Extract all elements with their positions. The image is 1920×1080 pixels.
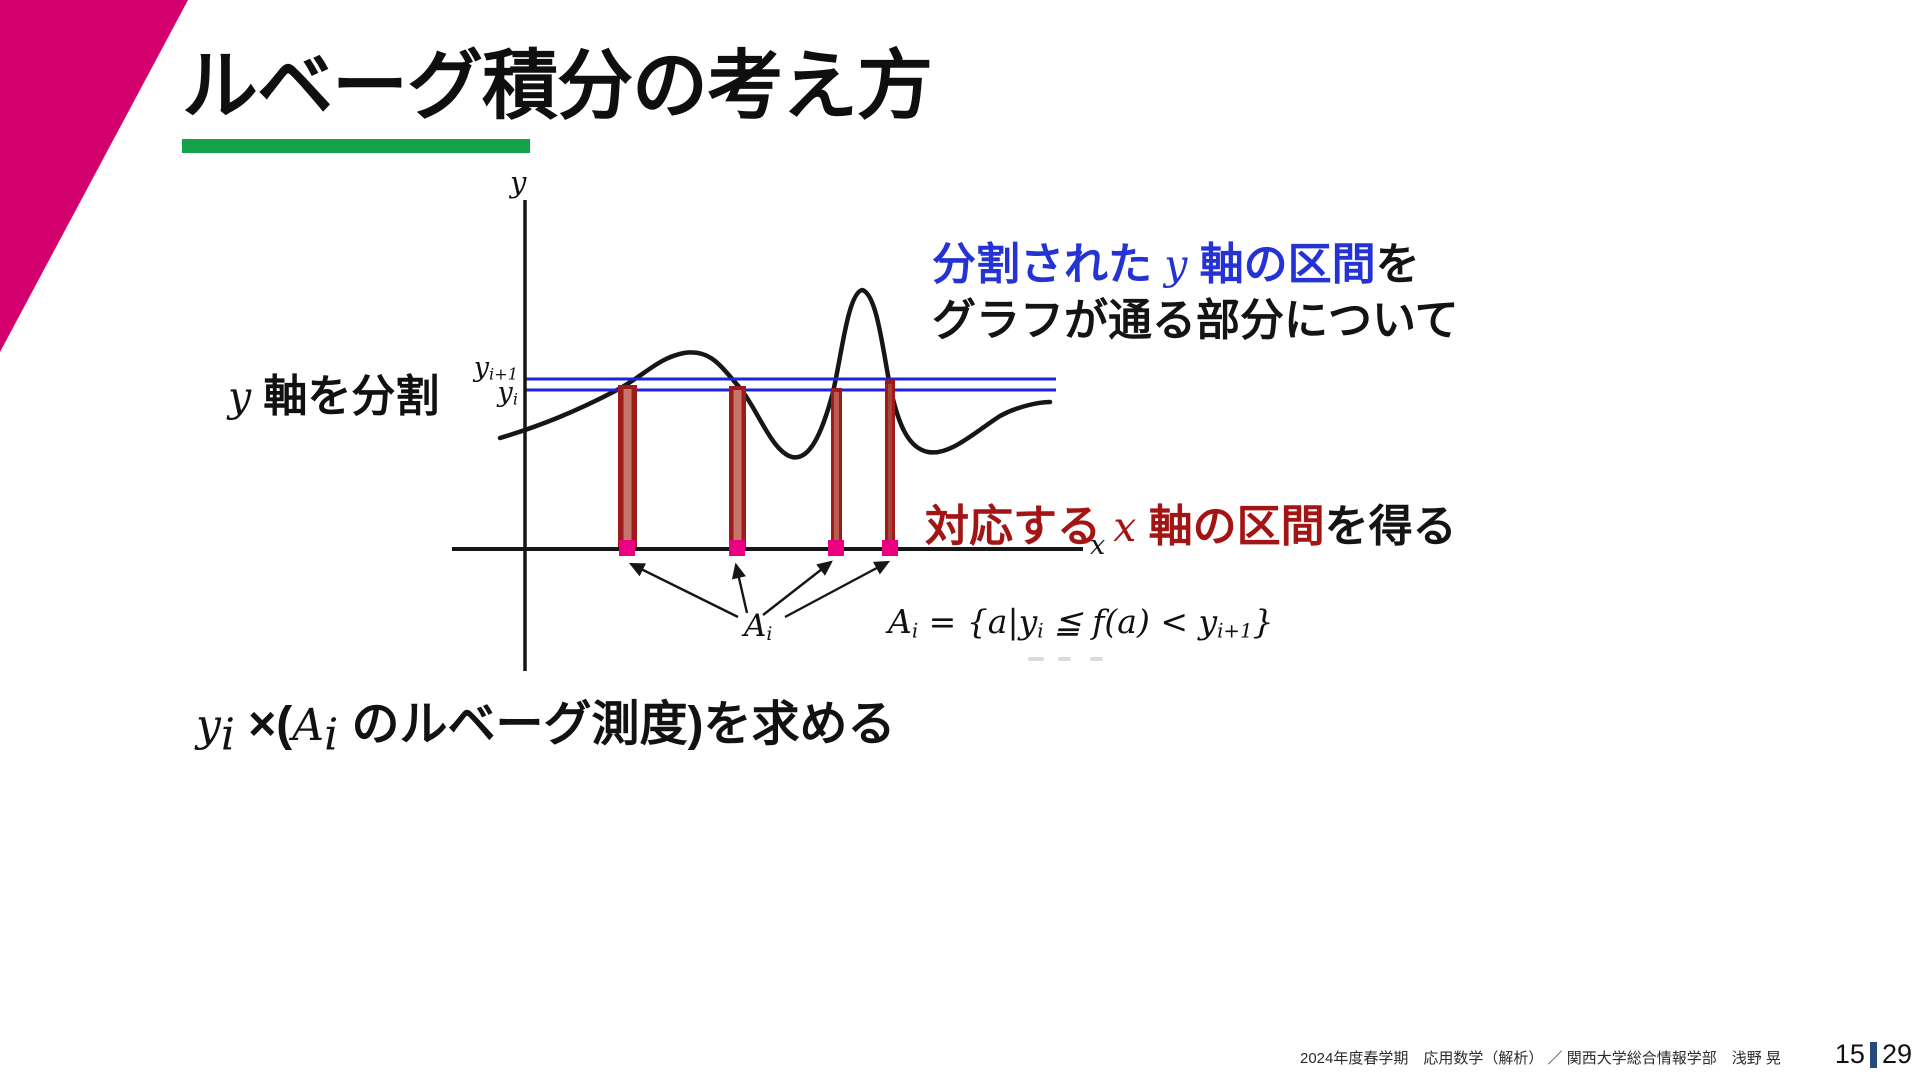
note-divide-y-text: 軸を分割	[251, 372, 440, 421]
tick-upper-base: y	[473, 352, 489, 383]
tick-upper-sub: i+1	[488, 364, 518, 384]
conclusion-a: A	[292, 700, 325, 751]
conclusion-y-sub: i	[220, 709, 235, 761]
ai-arrow-3	[762, 560, 833, 616]
set-label-ai: Ai	[744, 608, 772, 644]
note-red-x-interval: 対応する x 軸の区間を得る	[925, 490, 1457, 554]
erased-text-remnant	[1028, 657, 1103, 661]
x-interval-marker-1	[619, 540, 635, 556]
page-divider-bar	[1869, 1041, 1877, 1068]
ai-arrow-2	[731, 562, 749, 614]
y-axis-label: y	[510, 165, 527, 199]
set-label-sub: i	[766, 624, 773, 646]
page-current: 15	[1834, 1039, 1865, 1069]
formula-a-sub: i	[911, 619, 919, 643]
note-blue-lead: 分割された	[932, 240, 1165, 289]
x-interval-marker-2	[729, 540, 745, 556]
note-blue-tail: を	[1375, 240, 1420, 289]
x-interval-bar-4	[885, 380, 895, 551]
x-interval-marker-3	[828, 540, 844, 556]
note-divide-y-axis: y 軸を分割	[228, 360, 439, 424]
formula-a: A	[888, 602, 912, 641]
note-red-math-x: x	[1113, 503, 1137, 551]
note-blue-mid: 軸の区間	[1187, 240, 1376, 289]
formula-eq: = {a|y	[918, 602, 1038, 641]
slide-title: ルベーグ積分の考え方	[182, 44, 933, 129]
formula-mid: ≦ f(a) < y	[1043, 602, 1218, 641]
set-label-base: A	[744, 608, 767, 644]
note-red-mid: 軸の区間	[1136, 502, 1325, 551]
x-interval-bar-1	[618, 385, 637, 551]
footer-credit: 2024年度春学期 応用数学（解析） ／ 関西大学総合情報学部 浅野 晃	[1300, 1050, 1781, 1067]
ai-arrow-1	[628, 562, 739, 619]
conclusion-rest: のルベーグ測度)を求める	[338, 698, 896, 751]
note-divide-y-math: y	[228, 373, 252, 421]
corner-accent-triangle	[0, 0, 188, 352]
x-interval-bar-3	[831, 388, 842, 551]
tick-lower-base: y	[497, 377, 513, 408]
tick-label-y-i: yi	[430, 377, 518, 409]
ai-arrow-4	[784, 560, 891, 619]
page-number: 15 29	[1835, 1039, 1912, 1070]
title-underline	[182, 139, 530, 153]
note-red-lead: 対応する	[925, 502, 1114, 551]
note-blue-line1: 分割された y 軸の区間を	[932, 237, 1459, 293]
note-blue-y-interval: 分割された y 軸の区間を グラフが通る部分について	[932, 237, 1459, 349]
corner-triangle-shape	[0, 0, 188, 352]
formula-y2-sub: i+1	[1217, 619, 1253, 643]
x-interval-bar-2	[729, 386, 746, 551]
note-red-tail: を得る	[1324, 502, 1457, 551]
x-interval-marker-4	[882, 540, 898, 556]
tick-lower-sub: i	[512, 389, 518, 409]
conclusion-y: y	[196, 700, 221, 751]
conclusion-a-sub: i	[324, 709, 339, 761]
tick-label-y-i-plus-1: yi+1	[430, 352, 518, 384]
conclusion-line: yi ×(Ai のルベーグ測度)を求める	[196, 684, 896, 757]
page-total: 29	[1881, 1039, 1912, 1069]
note-blue-line2: グラフが通る部分について	[932, 296, 1459, 345]
formula-close: }	[1252, 602, 1274, 641]
note-blue-math-y: y	[1164, 241, 1188, 289]
set-definition-formula: Ai = {a|yi ≦ f(a) < yi+1}	[888, 602, 1274, 641]
conclusion-times: ×(	[234, 698, 293, 751]
x-axis-label: x	[1090, 530, 1106, 561]
formula-y1-sub: i	[1037, 619, 1044, 643]
